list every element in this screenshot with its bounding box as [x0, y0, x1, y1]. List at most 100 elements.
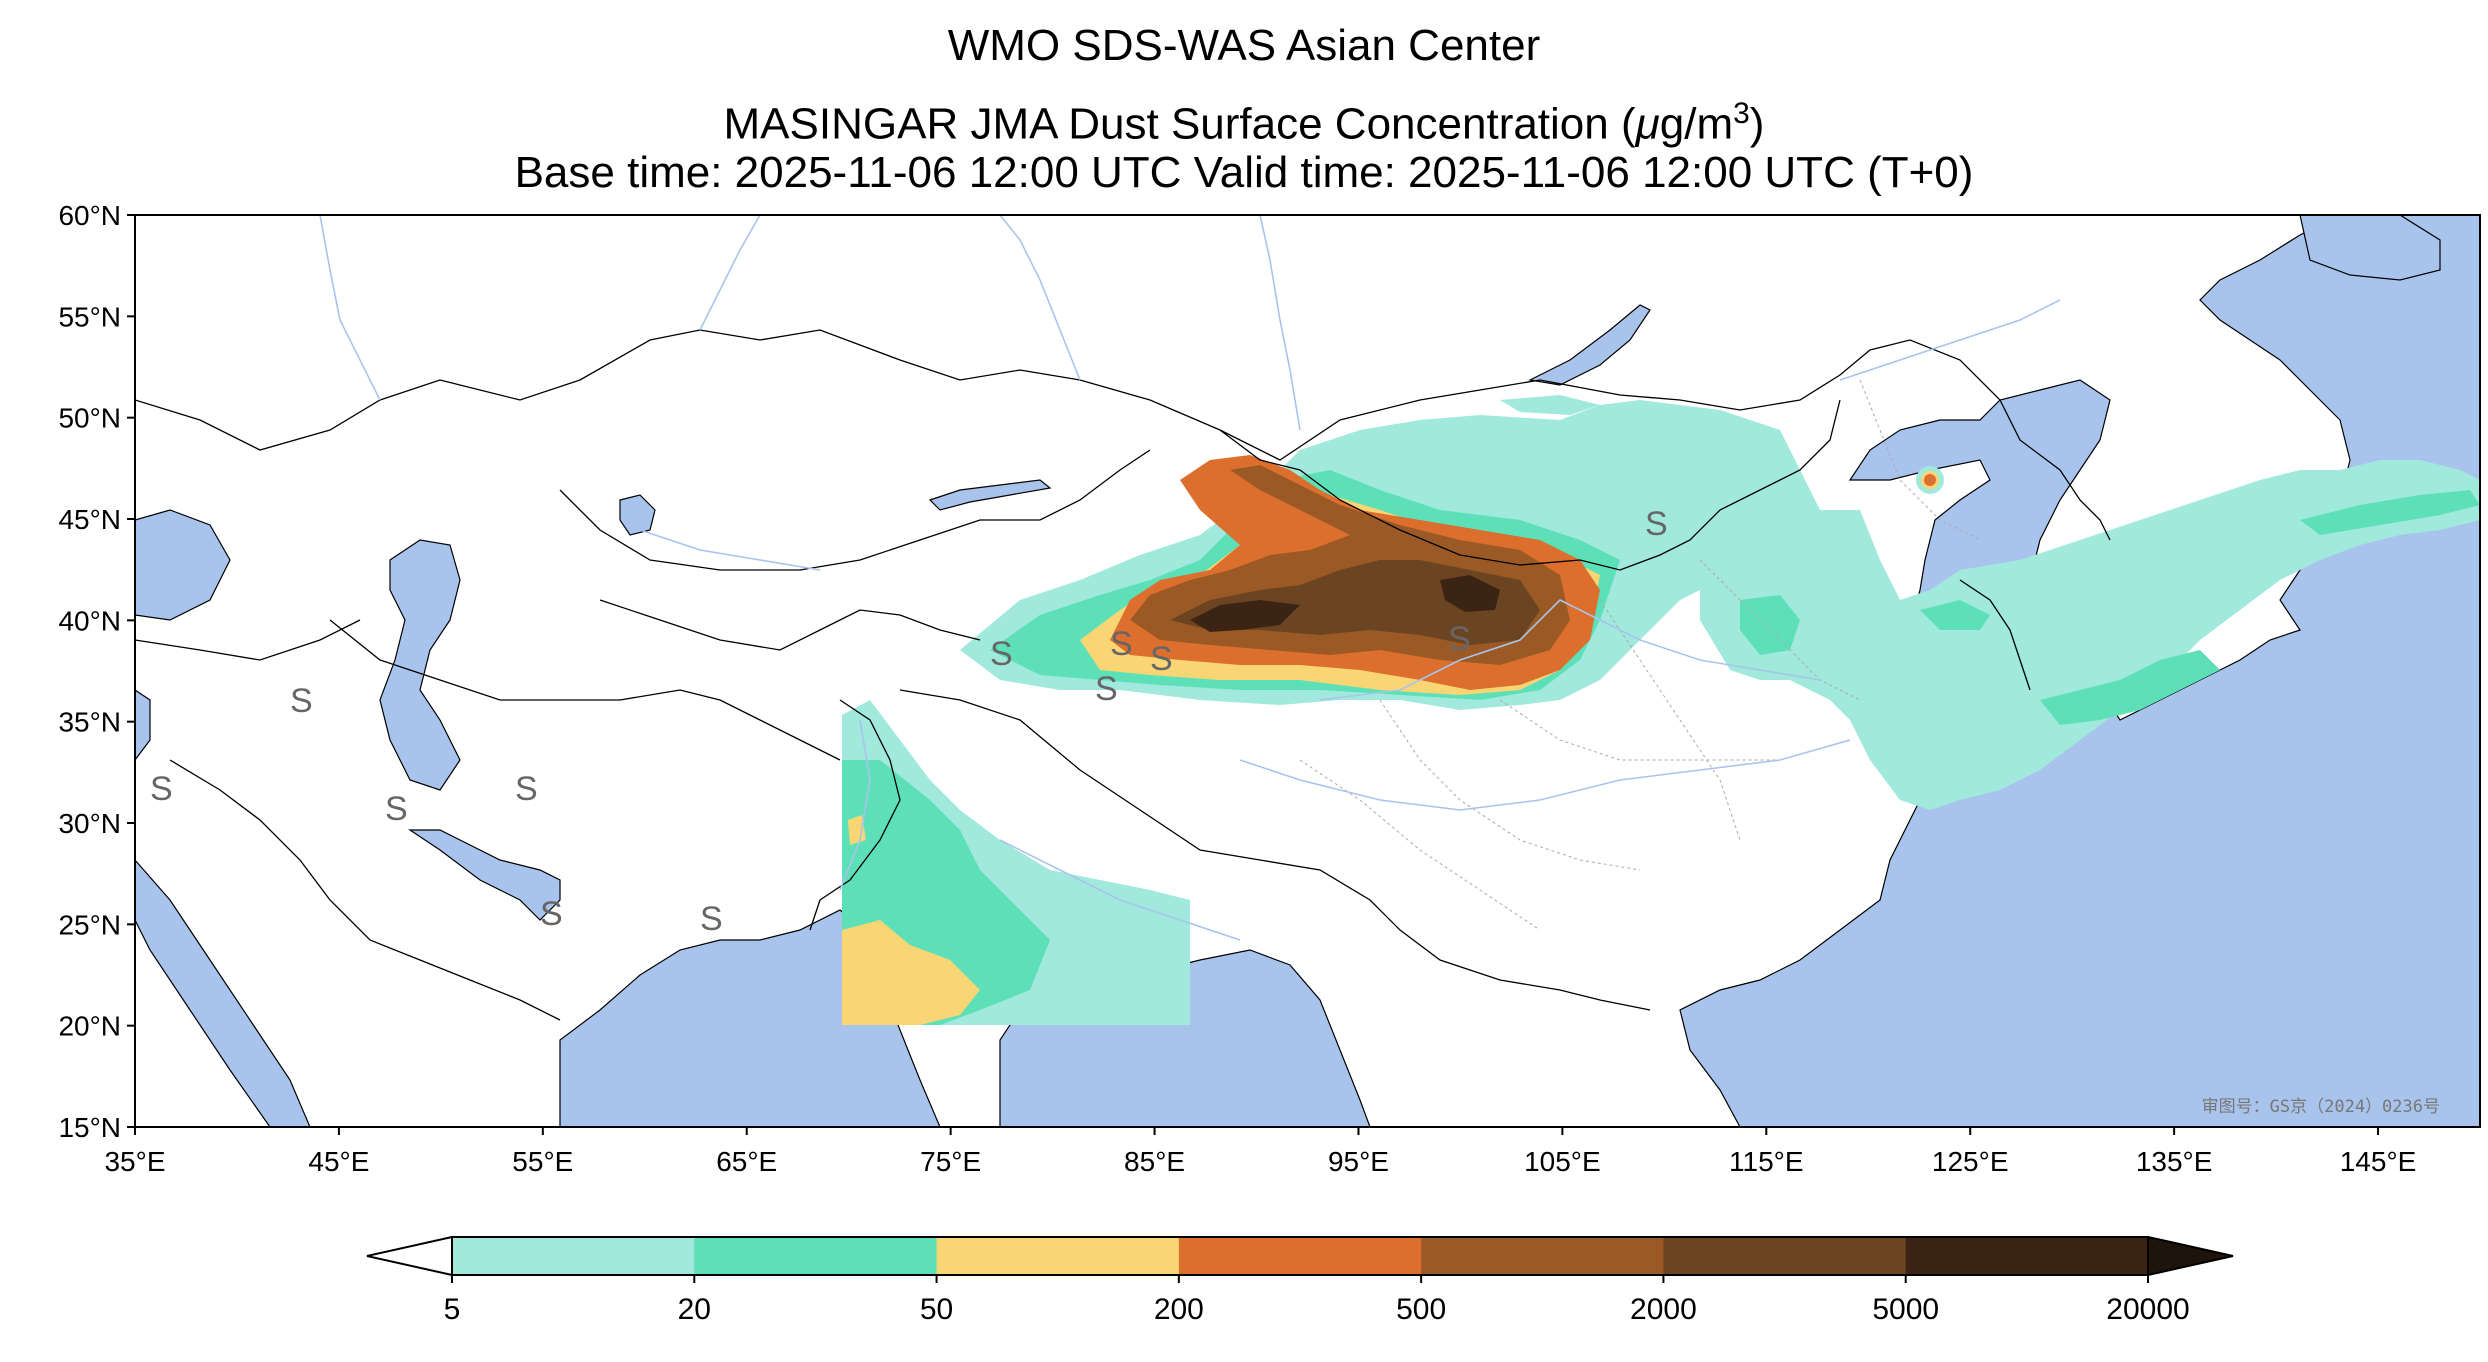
colorbar-label: 5000 [1872, 1293, 1939, 1326]
border-mongolia-china [1219, 399, 1841, 571]
province-line-1 [1379, 699, 1641, 871]
province-line-3 [1499, 699, 1780, 761]
lon-tick-label: 145°E [2340, 1146, 2417, 1177]
map-s-markers: S S S S S S S S S S S S [150, 505, 1668, 938]
lon-tick-label: 65°E [716, 1146, 777, 1177]
colorbar-label: 2000 [1630, 1293, 1697, 1326]
lat-tick-label: 35°N [58, 707, 121, 738]
dust-central-l7 [1190, 600, 1300, 632]
border-pakistan-india [809, 699, 901, 931]
dust-india-l3b [848, 815, 866, 845]
s-marker: S [290, 682, 313, 720]
map-content: S S S S S S S S S S S S 审图号：GS京（2024）023… [135, 215, 2480, 1127]
mediterranean-sea [135, 689, 151, 761]
s-marker: S [1095, 670, 1118, 708]
colorbar-frame [451, 1236, 2149, 1276]
lake-baikal [1528, 304, 1651, 386]
unit-mu: μ [1635, 99, 1660, 149]
river-ganges [999, 839, 1241, 941]
dust-east-l1 [1700, 460, 2480, 810]
dust-central-l7b [1440, 575, 1500, 612]
colorbar-label: 20 [678, 1293, 711, 1326]
dust-east-l2c [2040, 650, 2220, 725]
province-line-4 [1699, 559, 1861, 701]
caspian-sea [379, 539, 461, 791]
lon-tick-label: 115°E [1729, 1146, 1804, 1177]
s-marker: S [515, 770, 538, 808]
colorbar-label: 5 [444, 1293, 461, 1326]
lon-tick-label: 105°E [1524, 1146, 1601, 1177]
dust-east-l2b [1920, 600, 1990, 630]
persian-gulf [408, 829, 561, 921]
border-korea [1959, 579, 2031, 691]
black-sea [135, 509, 231, 621]
s-marker: S [1448, 620, 1471, 658]
river-irtysh [699, 215, 761, 331]
river-yenisei [1259, 215, 1301, 431]
unit-rest: g/m [1659, 99, 1734, 149]
river-ob [999, 215, 1081, 381]
colorbar-label: 200 [1154, 1293, 1204, 1326]
border-saudi [169, 759, 561, 1021]
s-marker: S [990, 635, 1013, 673]
lon-tick-label: 125°E [1932, 1146, 2009, 1177]
province-line-6 [1299, 759, 1541, 931]
colorbar-segment [1663, 1237, 1907, 1275]
lon-tick-label: 35°E [104, 1146, 165, 1177]
map-subtitle: MASINGAR JMA Dust Surface Concentration … [0, 88, 2488, 151]
sea-of-okhotsk [2299, 215, 2441, 281]
s-marker: S [150, 770, 173, 808]
lake-balkhash [928, 479, 1052, 511]
river-syr [639, 529, 821, 571]
river-yellow [1319, 599, 1821, 701]
lon-tick-label: 45°E [308, 1146, 369, 1177]
dust-field [842, 395, 2480, 1025]
s-marker: S [700, 900, 723, 938]
colorbar-under-arrow [366, 1235, 453, 1277]
lat-tick-label: 20°N [58, 1011, 121, 1042]
lon-tick-label: 95°E [1328, 1146, 1389, 1177]
colorbar-segment [1905, 1237, 2149, 1275]
colorbar-segment [936, 1237, 1180, 1275]
rivers [319, 215, 2061, 941]
colorbar-segment [1421, 1237, 1664, 1275]
lon-tick-label: 75°E [920, 1146, 981, 1177]
province-borders [1299, 379, 1981, 931]
border-central-asia [599, 599, 981, 651]
map-approval-stamp: 审图号：GS京（2024）0236号 [2202, 1097, 2440, 1117]
border-turkey [135, 619, 361, 661]
border-himalaya [899, 689, 1401, 931]
time-info: Base time: 2025-11-06 12:00 UTC Valid ti… [514, 148, 1974, 197]
border-kazakhstan [559, 449, 1151, 571]
lon-tick-label: 85°E [1124, 1146, 1185, 1177]
red-sea [135, 859, 311, 1127]
border-russia-south [135, 329, 2111, 541]
lat-tick-label: 55°N [58, 301, 121, 332]
lat-tick-label: 30°N [58, 808, 121, 839]
colorbar-label: 50 [920, 1293, 953, 1326]
colorbar-label: 500 [1396, 1293, 1446, 1326]
dust-india-l3 [842, 920, 980, 1025]
dust-east-l2 [1740, 595, 1800, 655]
lat-tick-label: 45°N [58, 504, 121, 535]
lat-tick-label: 25°N [58, 909, 121, 940]
river-indus [839, 719, 871, 891]
dust-spot-l4 [1924, 474, 1936, 486]
lat-tick-label: 15°N [58, 1112, 121, 1143]
s-marker: S [385, 790, 408, 828]
aral-sea [619, 494, 656, 536]
river-yangtze [1239, 739, 1851, 811]
colorbar-segment [694, 1237, 938, 1275]
latitude-axis: 60°N 55°N 50°N 45°N 40°N 35°N 30°N 25°N 20°N 15°N [58, 200, 135, 1143]
dust-patch-b [1500, 395, 1600, 415]
colorbar-label: 20000 [2106, 1293, 2189, 1326]
colorbar-over-arrow [2147, 1235, 2234, 1277]
lat-tick-label: 40°N [58, 605, 121, 636]
subtitle-suffix: ) [1749, 99, 1765, 149]
map-frame [134, 214, 2481, 1128]
lat-tick-label: 50°N [58, 403, 121, 434]
colorbar-segment [1178, 1237, 1422, 1275]
unit-superscript: 3 [1733, 97, 1750, 130]
colorbar-segment [452, 1237, 695, 1275]
